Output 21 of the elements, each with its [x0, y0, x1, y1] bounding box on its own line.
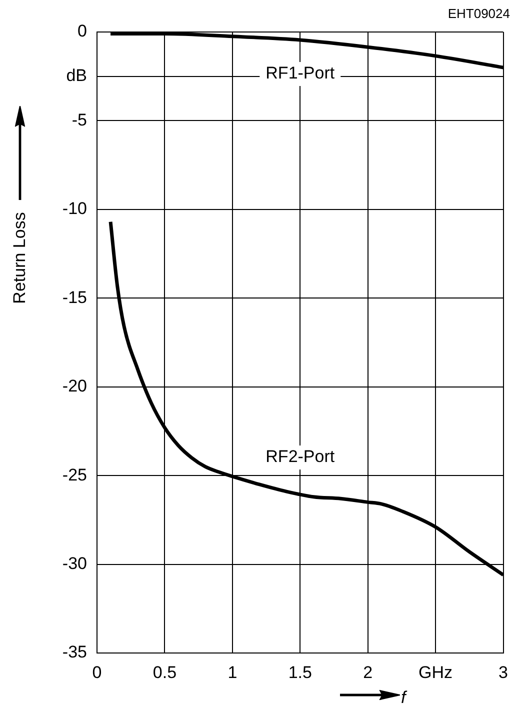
text: EHT09024 — [448, 6, 510, 21]
y-tick-label: -20 — [62, 376, 87, 396]
y-tick-label: -5 — [72, 110, 87, 130]
x-tick-label: 1 — [228, 662, 238, 682]
x-tick-label: 0.5 — [152, 662, 177, 682]
y-tick-label: -10 — [62, 199, 87, 218]
y-tick-label: 0 — [78, 22, 87, 41]
y-tick-label: -25 — [62, 465, 87, 484]
x-tick-label: GHz — [418, 662, 453, 682]
series-label: RF1-Port — [266, 64, 335, 83]
y-tick-label: -15 — [62, 288, 87, 307]
x-tick-label: 1.5 — [288, 662, 312, 682]
series-label: RF2-Port — [266, 447, 335, 466]
x-tick-label: 2 — [363, 662, 373, 682]
x-tick-label: 0 — [92, 662, 102, 682]
y-tick-label: dB — [66, 66, 87, 86]
y-tick-label: -30 — [62, 554, 87, 573]
x-tick-label: 3 — [498, 662, 508, 682]
y-axis-title: Return Loss — [10, 212, 30, 304]
x-axis-title: f — [401, 688, 406, 708]
y-tick-label: -35 — [62, 642, 87, 662]
